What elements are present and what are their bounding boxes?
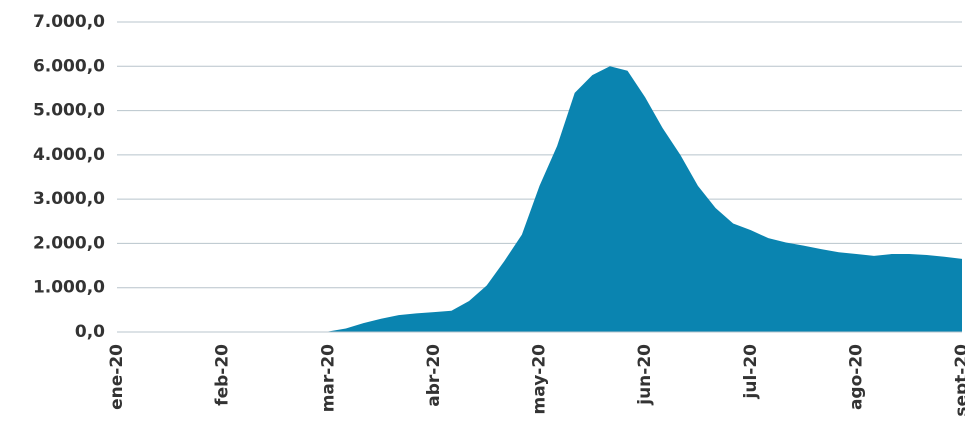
y-tick-label: 0,0 — [75, 322, 105, 342]
y-tick-label: 1.000,0 — [33, 278, 105, 298]
y-tick-label: 7.000,0 — [33, 12, 105, 32]
x-tick-label: ene-20 — [107, 344, 127, 410]
y-tick-label: 5.000,0 — [33, 101, 105, 121]
x-tick-label: may-20 — [530, 344, 550, 415]
x-tick-label: jun-20 — [635, 344, 655, 406]
area — [117, 66, 962, 333]
y-tick-label: 6.000,0 — [33, 56, 105, 76]
x-tick-label: jul-20 — [741, 344, 761, 400]
y-tick-label: 3.000,0 — [33, 189, 105, 209]
x-tick-label: sept-20 — [952, 344, 965, 417]
y-tick-label: 4.000,0 — [33, 145, 105, 165]
x-tick-label: ago-20 — [846, 344, 866, 410]
x-tick-label: mar-20 — [318, 344, 338, 412]
y-tick-label: 2.000,0 — [33, 233, 105, 253]
x-tick-label: feb-20 — [213, 344, 233, 406]
x-tick-label: abr-20 — [424, 344, 444, 407]
